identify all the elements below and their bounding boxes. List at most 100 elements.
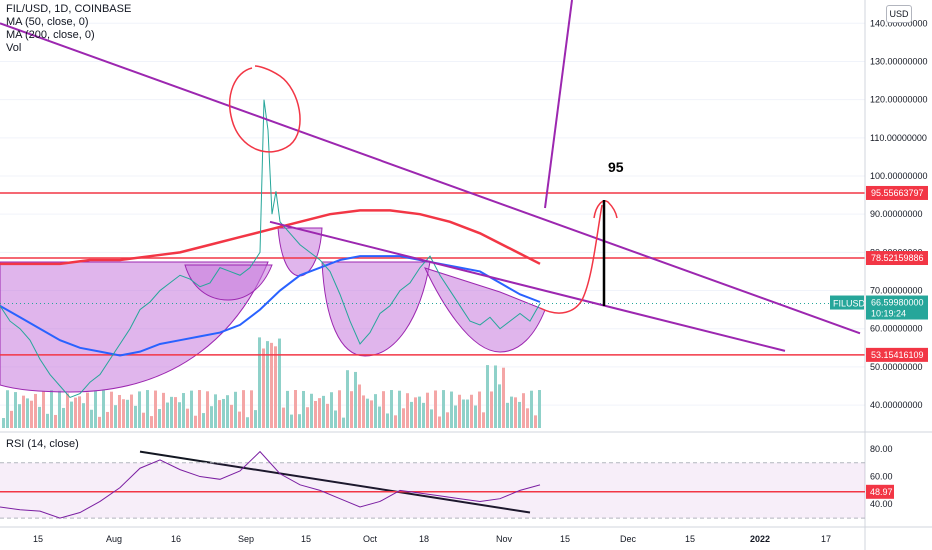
projection-arrow bbox=[593, 200, 618, 219]
volume-bar bbox=[538, 390, 541, 428]
volume-bar bbox=[410, 401, 413, 428]
volume-bar bbox=[502, 367, 505, 428]
volume-bar bbox=[102, 390, 105, 428]
vertical-trend-line bbox=[544, 0, 573, 209]
volume-bar bbox=[158, 409, 161, 428]
volume-bar bbox=[270, 342, 273, 428]
volume-bar bbox=[430, 409, 433, 428]
rsi-band bbox=[0, 462, 865, 519]
volume-bar bbox=[510, 396, 513, 428]
volume-bar bbox=[202, 413, 205, 428]
volume-bar bbox=[242, 390, 245, 428]
volume-bar bbox=[178, 402, 181, 428]
volume-bar bbox=[18, 404, 21, 428]
volume-bar bbox=[154, 390, 157, 428]
volume-bar bbox=[210, 406, 213, 428]
volume-bar bbox=[330, 392, 333, 428]
volume-bar bbox=[206, 391, 209, 428]
volume-bar bbox=[466, 399, 469, 428]
trend-line-main-descending bbox=[0, 22, 861, 335]
volume-bar bbox=[494, 365, 497, 428]
volume-bar bbox=[126, 399, 129, 428]
volume-bar bbox=[110, 391, 113, 428]
volume-bar bbox=[374, 394, 377, 428]
volume-bar bbox=[406, 393, 409, 428]
volume-bar bbox=[314, 400, 317, 428]
trend-line-inner-descending bbox=[269, 220, 786, 352]
price-level-label: 95.55663797 bbox=[871, 188, 924, 198]
series-ma-200-close-0- bbox=[0, 209, 541, 266]
volume-bar bbox=[170, 396, 173, 428]
volume-bar bbox=[414, 397, 417, 428]
price-tick-label: 50.00000000 bbox=[870, 362, 923, 372]
volume-bar bbox=[42, 391, 45, 428]
volume-legend[interactable]: Vol bbox=[6, 42, 22, 54]
cup-shape-left bbox=[0, 261, 269, 393]
countdown-label: 10:19:24 bbox=[871, 309, 906, 319]
volume-bar bbox=[346, 370, 349, 428]
volume-bar bbox=[190, 390, 193, 428]
volume-bar bbox=[118, 394, 121, 428]
price-level-tag bbox=[866, 251, 928, 266]
cup-shape-small bbox=[184, 264, 273, 301]
volume-bar bbox=[38, 406, 41, 428]
ma50-legend[interactable]: MA (50, close, 0) bbox=[6, 16, 89, 28]
volume-bar bbox=[174, 397, 177, 428]
volume-bar bbox=[222, 398, 225, 428]
volume-bar bbox=[278, 338, 281, 428]
volume-bar bbox=[390, 390, 393, 428]
time-tick-label: 16 bbox=[171, 534, 181, 544]
chart-legend: FIL/USD, 1D, COINBASE MA (50, close, 0) … bbox=[6, 3, 131, 55]
time-tick-label: 15 bbox=[301, 534, 311, 544]
volume-bar bbox=[362, 395, 365, 428]
volume-bar bbox=[54, 414, 57, 428]
volume-bar bbox=[486, 365, 489, 428]
currency-button[interactable]: USD bbox=[886, 5, 912, 23]
volume-bar bbox=[446, 412, 449, 428]
volume-bar bbox=[354, 371, 357, 428]
volume-bar bbox=[98, 416, 101, 428]
volume-bar bbox=[70, 401, 73, 428]
rsi-tick-label: 60.00 bbox=[870, 472, 893, 482]
time-tick-label: Dec bbox=[620, 534, 637, 544]
volume-bar bbox=[386, 413, 389, 428]
rsi-tick-label: 80.00 bbox=[870, 444, 893, 454]
volume-bar bbox=[394, 415, 397, 428]
volume-bar bbox=[90, 409, 93, 428]
volume-bar bbox=[6, 390, 9, 428]
volume-bar bbox=[294, 390, 297, 428]
volume-bar bbox=[134, 405, 137, 428]
volume-bar bbox=[46, 413, 49, 428]
volume-bar bbox=[14, 392, 17, 428]
last-price-label: 66.59980000 bbox=[871, 298, 924, 308]
volume-bar bbox=[198, 390, 201, 428]
volume-bar bbox=[2, 418, 5, 428]
volume-bar bbox=[470, 394, 473, 428]
volume-bar bbox=[82, 403, 85, 428]
rsi-legend[interactable]: RSI (14, close) bbox=[6, 438, 79, 450]
volume-bar bbox=[142, 412, 145, 428]
volume-bar bbox=[138, 391, 141, 428]
symbol-label[interactable]: FIL/USD, 1D, COINBASE bbox=[6, 3, 132, 15]
volume-bar bbox=[218, 400, 221, 428]
volume-bar bbox=[438, 416, 441, 428]
price-tick-label: 90.00000000 bbox=[870, 209, 923, 219]
volume-bar bbox=[322, 395, 325, 428]
cup-shape-right bbox=[424, 267, 546, 353]
volume-bar bbox=[286, 390, 289, 428]
volume-bar bbox=[274, 346, 277, 428]
circle-highlight bbox=[228, 65, 301, 153]
projection-curve bbox=[539, 204, 603, 314]
volume-bar bbox=[86, 392, 89, 428]
rsi-value-label: 48.97 bbox=[870, 487, 893, 497]
time-tick-label: Sep bbox=[238, 534, 254, 544]
volume-bar bbox=[298, 414, 301, 428]
ma200-legend[interactable]: MA (200, close, 0) bbox=[6, 29, 95, 41]
volume-bar bbox=[426, 392, 429, 428]
volume-bar bbox=[490, 391, 493, 428]
price-tick-label: 130.00000000 bbox=[870, 56, 928, 66]
time-tick-label: 17 bbox=[821, 534, 831, 544]
volume-bar bbox=[458, 394, 461, 428]
volume-bar bbox=[338, 390, 341, 428]
